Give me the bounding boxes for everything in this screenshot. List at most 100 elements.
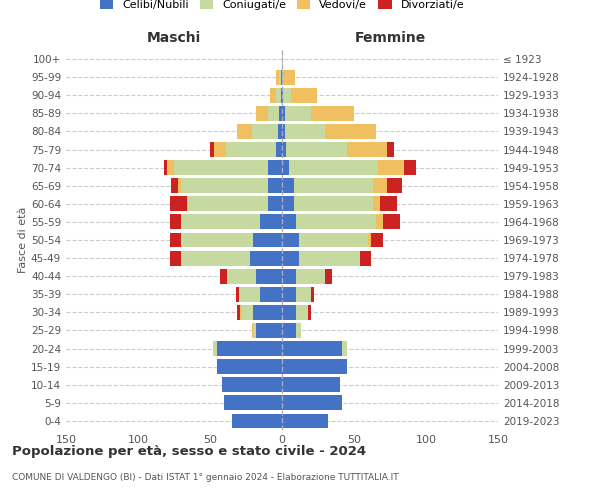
Bar bbox=[252, 124, 278, 139]
Bar bbox=[282, 232, 299, 248]
Bar bbox=[383, 214, 400, 230]
Bar bbox=[224, 396, 282, 410]
Bar bbox=[181, 214, 260, 230]
Bar bbox=[221, 378, 282, 392]
Text: Popolazione per età, sesso e stato civile - 2024: Popolazione per età, sesso e stato civil… bbox=[12, 445, 366, 458]
Bar bbox=[236, 287, 239, 302]
Bar bbox=[360, 250, 371, 266]
Bar bbox=[325, 124, 376, 139]
Bar bbox=[282, 378, 340, 392]
Bar bbox=[376, 214, 383, 230]
Bar bbox=[296, 269, 325, 283]
Bar bbox=[289, 160, 379, 175]
Bar bbox=[260, 287, 282, 302]
Bar bbox=[256, 269, 282, 283]
Bar bbox=[282, 142, 286, 157]
Bar bbox=[232, 414, 282, 428]
Bar bbox=[282, 196, 293, 211]
Bar bbox=[238, 124, 252, 139]
Bar bbox=[252, 323, 253, 338]
Bar bbox=[404, 160, 416, 175]
Bar bbox=[299, 232, 368, 248]
Bar bbox=[164, 160, 167, 175]
Bar bbox=[214, 142, 226, 157]
Bar bbox=[187, 196, 188, 211]
Bar bbox=[250, 250, 282, 266]
Bar bbox=[282, 178, 293, 193]
Text: Femmine: Femmine bbox=[355, 30, 425, 44]
Bar bbox=[239, 287, 260, 302]
Bar bbox=[174, 160, 268, 175]
Bar bbox=[282, 269, 296, 283]
Bar bbox=[253, 323, 256, 338]
Bar bbox=[256, 106, 268, 121]
Bar bbox=[170, 214, 181, 230]
Bar bbox=[213, 341, 217, 356]
Bar bbox=[282, 359, 347, 374]
Bar bbox=[260, 214, 282, 230]
Bar bbox=[286, 142, 347, 157]
Bar bbox=[253, 232, 282, 248]
Bar bbox=[242, 305, 253, 320]
Bar bbox=[227, 269, 256, 283]
Bar bbox=[279, 70, 281, 84]
Bar bbox=[293, 178, 373, 193]
Bar bbox=[387, 142, 394, 157]
Bar bbox=[347, 142, 387, 157]
Bar bbox=[379, 160, 404, 175]
Bar bbox=[282, 396, 343, 410]
Bar bbox=[285, 106, 311, 121]
Bar bbox=[278, 124, 282, 139]
Bar bbox=[282, 250, 299, 266]
Bar bbox=[178, 178, 181, 193]
Bar bbox=[170, 232, 181, 248]
Bar bbox=[276, 70, 279, 84]
Bar bbox=[373, 196, 380, 211]
Bar bbox=[373, 178, 387, 193]
Bar bbox=[293, 196, 373, 211]
Bar bbox=[217, 359, 282, 374]
Bar bbox=[296, 214, 376, 230]
Legend: Celibi/Nubili, Coniugati/e, Vedovi/e, Divorziati/e: Celibi/Nubili, Coniugati/e, Vedovi/e, Di… bbox=[100, 0, 464, 10]
Bar bbox=[282, 124, 285, 139]
Y-axis label: Fasce di età: Fasce di età bbox=[18, 207, 28, 273]
Bar bbox=[296, 287, 311, 302]
Bar bbox=[281, 88, 282, 102]
Text: COMUNE DI VALDENGO (BI) - Dati ISTAT 1° gennaio 2024 - Elaborazione TUTTITALIA.I: COMUNE DI VALDENGO (BI) - Dati ISTAT 1° … bbox=[12, 473, 398, 482]
Bar bbox=[296, 305, 308, 320]
Bar bbox=[290, 88, 317, 102]
Text: Maschi: Maschi bbox=[147, 30, 201, 44]
Bar bbox=[387, 178, 401, 193]
Bar bbox=[268, 178, 282, 193]
Bar bbox=[271, 88, 276, 102]
Bar bbox=[299, 250, 360, 266]
Bar bbox=[181, 232, 253, 248]
Bar bbox=[170, 250, 181, 266]
Bar bbox=[281, 70, 282, 84]
Bar bbox=[268, 106, 279, 121]
Bar bbox=[279, 106, 282, 121]
Bar bbox=[210, 142, 214, 157]
Bar bbox=[283, 88, 290, 102]
Bar bbox=[282, 70, 283, 84]
Bar bbox=[238, 305, 240, 320]
Bar bbox=[217, 341, 282, 356]
Bar bbox=[282, 305, 296, 320]
Bar bbox=[283, 70, 295, 84]
Bar bbox=[226, 142, 276, 157]
Bar bbox=[311, 106, 354, 121]
Bar bbox=[188, 196, 268, 211]
Bar bbox=[256, 323, 282, 338]
Bar bbox=[282, 52, 283, 66]
Bar bbox=[276, 88, 281, 102]
Bar bbox=[276, 142, 282, 157]
Bar bbox=[282, 160, 289, 175]
Bar bbox=[343, 341, 347, 356]
Bar bbox=[268, 196, 282, 211]
Bar bbox=[368, 232, 371, 248]
Bar bbox=[167, 160, 174, 175]
Bar bbox=[325, 269, 332, 283]
Bar bbox=[282, 414, 328, 428]
Bar bbox=[220, 269, 227, 283]
Bar bbox=[311, 287, 314, 302]
